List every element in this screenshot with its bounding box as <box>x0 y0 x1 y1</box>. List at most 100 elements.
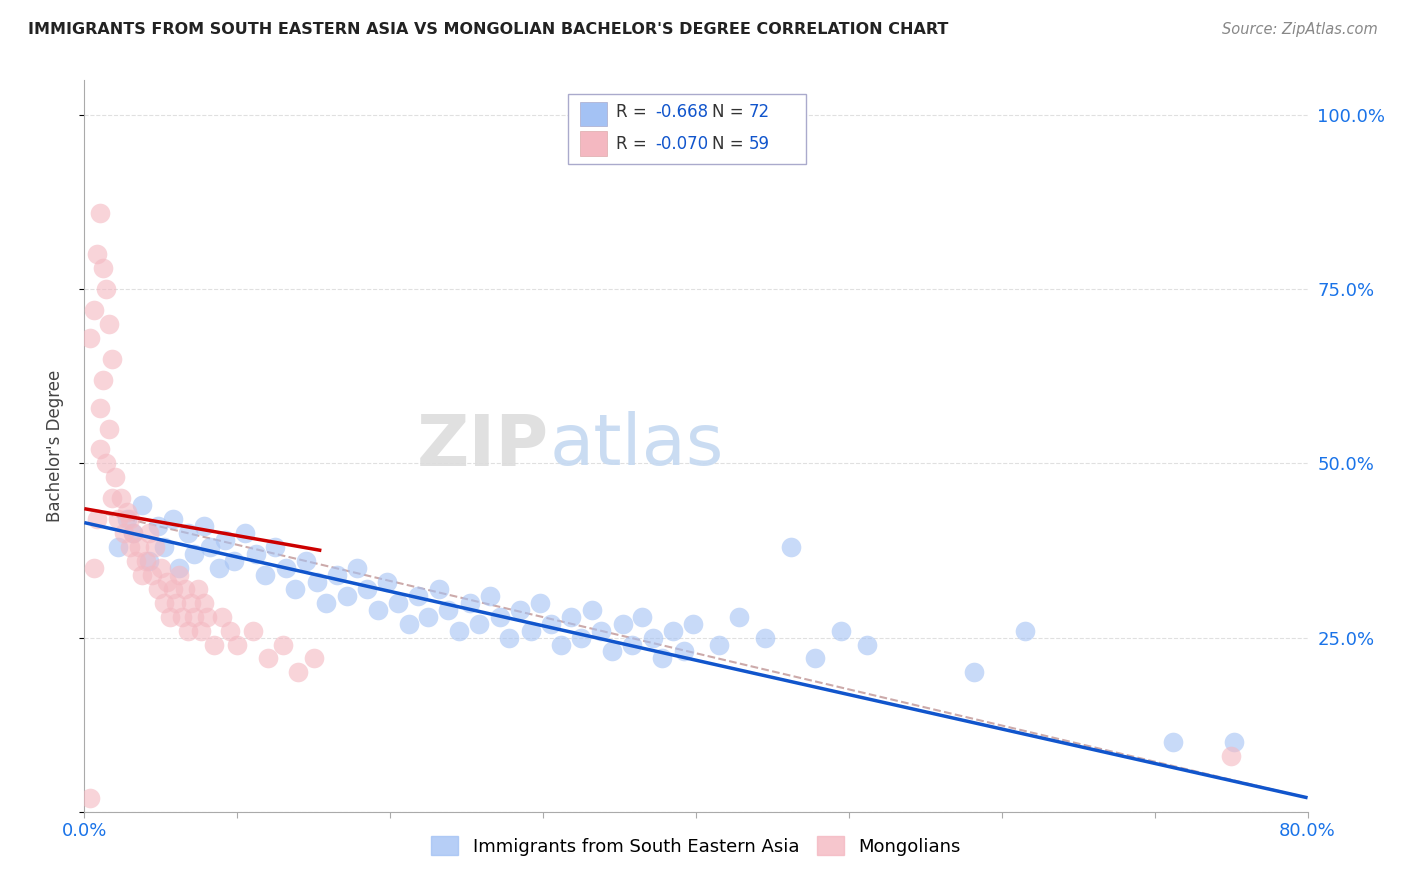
Text: ZIP: ZIP <box>418 411 550 481</box>
Point <box>325 567 347 582</box>
Point <box>138 526 160 541</box>
Point <box>180 596 202 610</box>
Point <box>156 574 179 589</box>
Point <box>162 582 184 596</box>
Point <box>101 351 124 366</box>
Y-axis label: Bachelor's Degree: Bachelor's Degree <box>45 370 63 522</box>
Point <box>591 624 613 638</box>
Point <box>83 561 105 575</box>
Point <box>177 624 200 638</box>
Point <box>1223 735 1246 749</box>
Point <box>131 567 153 582</box>
Point <box>707 638 730 652</box>
Point <box>398 616 420 631</box>
Point <box>620 638 643 652</box>
Point <box>153 540 176 554</box>
Point <box>520 624 543 638</box>
Point <box>143 540 166 554</box>
Point <box>478 589 501 603</box>
Point <box>305 574 328 589</box>
Point <box>107 540 129 554</box>
Point <box>172 609 194 624</box>
Point <box>208 561 231 575</box>
Point <box>804 651 827 665</box>
Point <box>218 624 240 638</box>
Point <box>79 790 101 805</box>
Point <box>830 624 852 638</box>
Point <box>193 596 215 610</box>
Point <box>540 616 562 631</box>
Point <box>86 247 108 261</box>
Point <box>211 609 233 624</box>
Point <box>418 609 440 624</box>
Point <box>153 596 176 610</box>
Point <box>509 603 531 617</box>
Point <box>193 519 215 533</box>
Point <box>167 567 190 582</box>
Point <box>183 609 205 624</box>
Point <box>468 616 491 631</box>
Point <box>856 638 879 652</box>
Point <box>779 540 801 554</box>
Point <box>149 561 172 575</box>
Point <box>367 603 389 617</box>
Point <box>146 582 169 596</box>
Point <box>672 644 695 658</box>
Point <box>83 303 105 318</box>
Point <box>122 526 145 541</box>
Point <box>120 512 142 526</box>
Point <box>146 519 169 533</box>
Text: -0.070: -0.070 <box>655 135 709 153</box>
Point <box>346 561 368 575</box>
Point <box>489 609 512 624</box>
Point <box>356 582 378 596</box>
Point <box>89 205 111 219</box>
Point <box>94 457 117 471</box>
Point <box>86 512 108 526</box>
Point <box>131 498 153 512</box>
Point <box>115 512 138 526</box>
Point <box>631 609 654 624</box>
Point <box>91 261 114 276</box>
Point <box>79 331 101 345</box>
Point <box>600 644 623 658</box>
Point <box>315 596 337 610</box>
Text: 72: 72 <box>748 103 769 121</box>
Point <box>264 540 287 554</box>
Point <box>233 526 256 541</box>
Point <box>963 665 986 680</box>
Point <box>375 574 398 589</box>
Point <box>529 596 551 610</box>
Point <box>560 609 582 624</box>
Point <box>437 603 460 617</box>
Point <box>581 603 603 617</box>
Point <box>257 651 280 665</box>
Point <box>284 582 307 596</box>
Point <box>447 624 470 638</box>
Point <box>387 596 409 610</box>
Text: Source: ZipAtlas.com: Source: ZipAtlas.com <box>1222 22 1378 37</box>
Point <box>1220 749 1243 764</box>
Point <box>128 540 150 554</box>
Point <box>1014 624 1036 638</box>
Point <box>202 638 225 652</box>
Point <box>138 554 160 568</box>
Point <box>115 505 138 519</box>
Point <box>612 616 634 631</box>
Text: R =: R = <box>616 135 652 153</box>
Point <box>112 526 135 541</box>
Text: IMMIGRANTS FROM SOUTH EASTERN ASIA VS MONGOLIAN BACHELOR'S DEGREE CORRELATION CH: IMMIGRANTS FROM SOUTH EASTERN ASIA VS MO… <box>28 22 949 37</box>
FancyBboxPatch shape <box>579 131 606 155</box>
Point <box>141 567 163 582</box>
Point <box>125 554 148 568</box>
Text: 59: 59 <box>748 135 769 153</box>
Point <box>91 373 114 387</box>
Point <box>643 631 665 645</box>
Point <box>101 491 124 506</box>
Point <box>458 596 481 610</box>
Point <box>162 512 184 526</box>
Point <box>242 624 264 638</box>
Point <box>214 533 236 547</box>
Point <box>253 567 276 582</box>
Point <box>727 609 749 624</box>
